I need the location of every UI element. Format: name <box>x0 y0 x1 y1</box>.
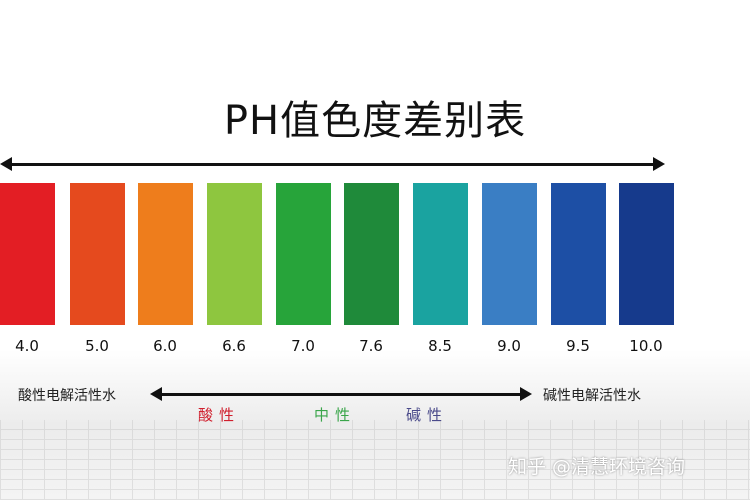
floor-grid <box>0 420 750 500</box>
ph-color-swatch <box>138 183 193 325</box>
ph-color-swatch <box>482 183 537 325</box>
ph-color-swatch <box>619 183 674 325</box>
ph-value-label: 10.0 <box>629 337 663 355</box>
ph-color-swatch <box>70 183 125 325</box>
category-neutral: 中性 <box>314 406 357 424</box>
ph-value-label: 9.0 <box>497 337 521 355</box>
ph-value-label: 6.0 <box>153 337 177 355</box>
alkaline-water-label: 碱性电解活性水 <box>543 388 641 404</box>
category-alkaline: 碱性 <box>406 406 449 424</box>
ph-value-label: 7.0 <box>291 337 315 355</box>
ph-value-label: 6.6 <box>222 337 246 355</box>
chart-title: PH值色度差别表 <box>223 98 527 144</box>
top-double-arrow <box>0 157 665 171</box>
ph-color-swatch <box>344 183 399 325</box>
ph-value-label: 8.5 <box>428 337 452 355</box>
ph-color-swatch <box>276 183 331 325</box>
bottom-double-arrow <box>150 387 532 401</box>
ph-color-swatch <box>0 183 55 325</box>
ph-value-label: 7.6 <box>359 337 383 355</box>
ph-color-swatch <box>551 183 606 325</box>
ph-value-label: 4.0 <box>15 337 39 355</box>
ph-color-swatch <box>207 183 262 325</box>
acidic-water-label: 酸性电解活性水 <box>18 388 116 404</box>
category-acidic: 酸性 <box>198 406 241 424</box>
ph-value-label: 5.0 <box>85 337 109 355</box>
ph-color-swatch <box>413 183 468 325</box>
watermark: 知乎 @清慧环境咨询 <box>508 456 686 478</box>
ph-value-label: 9.5 <box>566 337 590 355</box>
